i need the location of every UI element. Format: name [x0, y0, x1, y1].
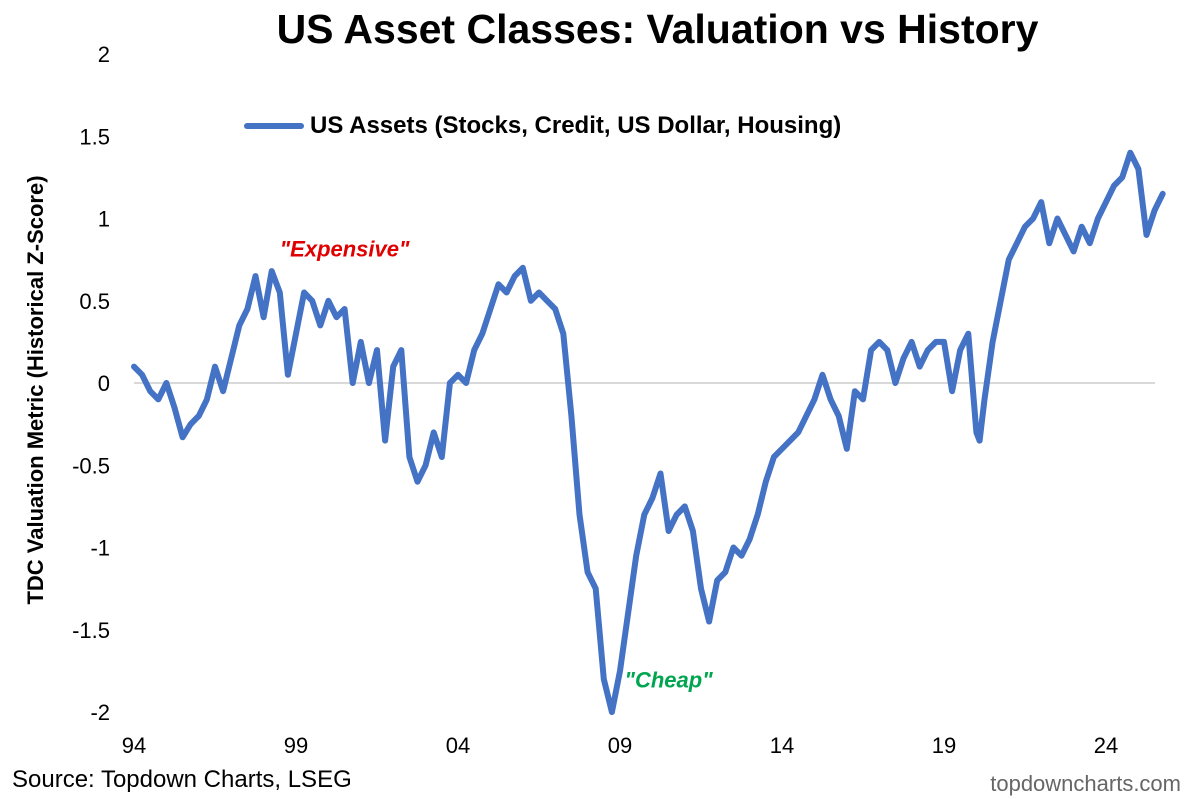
legend: US Assets (Stocks, Credit, US Dollar, Ho… [244, 109, 841, 143]
x-tick-label: 24 [1094, 733, 1118, 758]
chart-title: US Asset Classes: Valuation vs History [276, 6, 1039, 52]
y-tick-label: -0.5 [72, 453, 110, 478]
x-tick-label: 09 [608, 733, 632, 758]
cheap-annotation: "Cheap" [625, 667, 714, 692]
series-lines [131, 149, 1166, 715]
y-tick-label: 2 [98, 42, 110, 67]
y-tick-label: 0 [98, 371, 110, 396]
source-note: Source: Topdown Charts, LSEG [12, 766, 352, 793]
x-tick-label: 94 [122, 733, 146, 758]
x-tick-label: 99 [284, 733, 308, 758]
legend-swatch [244, 123, 304, 129]
expensive-annotation: "Expensive" [280, 236, 410, 261]
y-tick-label: 1.5 [79, 124, 110, 149]
legend-label: US Assets (Stocks, Credit, US Dollar, Ho… [310, 112, 842, 139]
x-tick-labels: 94 99 04 09 14 19 24 [122, 733, 1118, 758]
watermark: topdowncharts.com [990, 771, 1181, 796]
y-tick-label: -2 [90, 700, 110, 725]
x-tick-label: 19 [932, 733, 956, 758]
series-line [131, 149, 1166, 715]
y-tick-label: -1 [90, 536, 110, 561]
y-tick-label: -1.5 [72, 618, 110, 643]
x-tick-label: 14 [770, 733, 794, 758]
y-tick-labels: 2 1.5 1 0.5 0 -0.5 -1 -1.5 -2 [72, 42, 110, 725]
x-tick-label: 04 [446, 733, 470, 758]
annotations: "Expensive" "Cheap" [280, 236, 713, 692]
y-tick-label: 0.5 [79, 289, 110, 314]
y-tick-label: 1 [98, 207, 110, 232]
